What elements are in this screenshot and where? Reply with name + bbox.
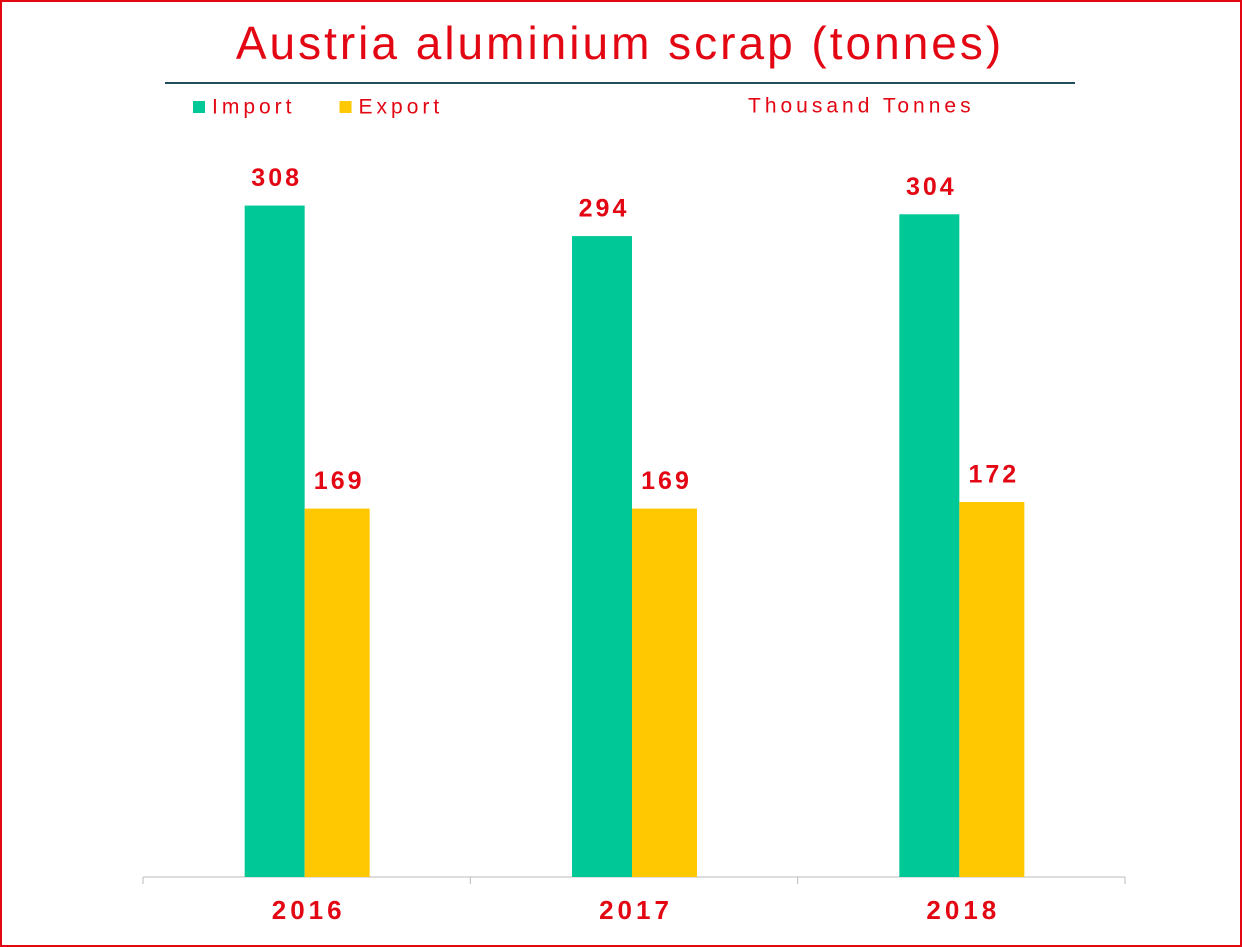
value-label: 304 (906, 173, 957, 201)
x-tick-label: 2016 (272, 895, 346, 925)
value-label: 169 (641, 467, 692, 495)
x-tick-label: 2017 (599, 895, 673, 925)
bar (572, 236, 632, 877)
unit-label: Thousand Tonnes (748, 95, 975, 118)
bar (899, 214, 960, 877)
legend-swatch (193, 101, 205, 113)
legend-label: Export (359, 96, 444, 119)
bar (244, 205, 305, 877)
value-label: 308 (251, 164, 302, 192)
value-label: 169 (314, 467, 365, 495)
legend-swatch (339, 101, 352, 113)
chart-title: Austria aluminium scrap (tonnes) (236, 17, 1004, 69)
value-label: 294 (579, 195, 630, 223)
x-tick-label: 2018 (926, 895, 1000, 925)
bar (304, 508, 370, 877)
bar (959, 502, 1025, 877)
legend-label: Import (212, 96, 296, 119)
bar (632, 508, 697, 877)
value-label: 172 (968, 461, 1019, 489)
